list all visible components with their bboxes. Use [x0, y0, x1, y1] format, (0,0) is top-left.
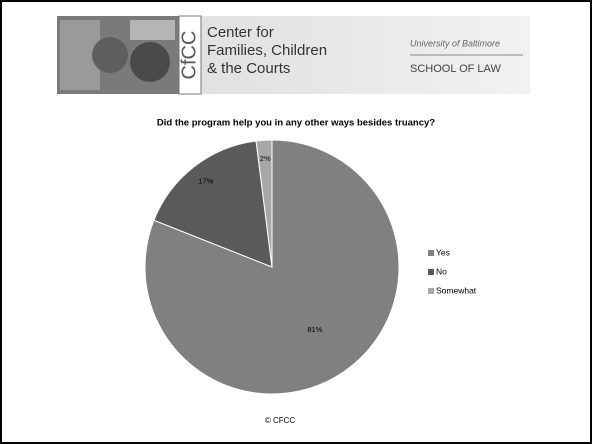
legend-label: No	[436, 266, 447, 276]
banner-photo	[57, 16, 179, 94]
legend-label: Somewhat	[436, 285, 477, 295]
school: SCHOOL OF LAW	[410, 63, 501, 75]
logo-box	[178, 15, 202, 95]
org-name: Center for	[207, 24, 274, 41]
legend-swatch	[428, 288, 434, 294]
data-label: 81%	[307, 325, 322, 334]
pie-slice	[144, 139, 400, 395]
legend-swatch	[428, 269, 434, 275]
university: University of Baltimore	[410, 38, 500, 48]
chart-title: Did the program help you in any other wa…	[157, 118, 435, 129]
org-name: Families, Children	[207, 42, 327, 59]
pie-slice	[153, 140, 273, 268]
legend-swatch	[428, 250, 434, 256]
data-label: 2%	[260, 154, 271, 163]
footer: © CFCC	[265, 416, 296, 425]
pie-slice	[255, 139, 273, 268]
logo: CfCC	[178, 31, 200, 80]
legend-label: Yes	[436, 247, 450, 257]
data-label: 17%	[198, 177, 213, 186]
org-name: & the Courts	[207, 60, 290, 77]
